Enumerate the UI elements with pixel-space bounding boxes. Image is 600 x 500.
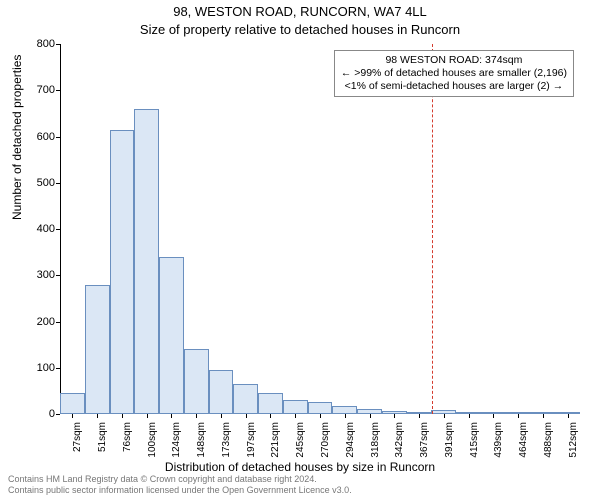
x-tick-label: 294sqm — [345, 422, 356, 462]
y-tick-mark — [56, 322, 60, 323]
chart-title-line2: Size of property relative to detached ho… — [0, 22, 600, 37]
x-tick-label: 197sqm — [246, 422, 257, 462]
histogram-bar — [283, 400, 308, 414]
x-tick-label: 318sqm — [370, 422, 381, 462]
y-tick-label: 0 — [25, 408, 55, 420]
x-tick-mark — [419, 414, 420, 418]
y-tick-mark — [56, 229, 60, 230]
histogram-bar — [233, 384, 258, 414]
y-tick-mark — [56, 414, 60, 415]
x-tick-mark — [147, 414, 148, 418]
x-tick-mark — [122, 414, 123, 418]
histogram-bar — [308, 402, 333, 414]
histogram-bar — [184, 349, 209, 414]
y-tick-mark — [56, 183, 60, 184]
x-tick-mark — [568, 414, 569, 418]
x-tick-label: 124sqm — [171, 422, 182, 462]
x-tick-label: 245sqm — [295, 422, 306, 462]
chart-title-line1: 98, WESTON ROAD, RUNCORN, WA7 4LL — [0, 4, 600, 19]
annotation-line: 98 WESTON ROAD: 374sqm — [341, 54, 567, 67]
x-tick-label: 221sqm — [270, 422, 281, 462]
x-tick-label: 27sqm — [72, 422, 83, 462]
property-marker-line — [432, 44, 433, 414]
y-tick-mark — [56, 137, 60, 138]
annotation-box: 98 WESTON ROAD: 374sqm← >99% of detached… — [334, 50, 574, 97]
footer-line1: Contains HM Land Registry data © Crown c… — [8, 474, 352, 485]
y-tick-mark — [56, 90, 60, 91]
x-tick-mark — [97, 414, 98, 418]
histogram-bar — [332, 406, 357, 414]
footer-attribution: Contains HM Land Registry data © Crown c… — [8, 474, 352, 496]
x-tick-mark — [394, 414, 395, 418]
histogram-bar — [258, 393, 283, 414]
x-tick-label: 391sqm — [444, 422, 455, 462]
x-tick-label: 173sqm — [221, 422, 232, 462]
y-tick-label: 600 — [25, 131, 55, 143]
x-axis-label: Distribution of detached houses by size … — [0, 460, 600, 474]
x-tick-mark — [221, 414, 222, 418]
y-tick-mark — [56, 368, 60, 369]
x-tick-mark — [295, 414, 296, 418]
x-tick-label: 439sqm — [493, 422, 504, 462]
x-tick-mark — [246, 414, 247, 418]
y-tick-label: 300 — [25, 269, 55, 281]
x-tick-label: 51sqm — [97, 422, 108, 462]
x-tick-mark — [493, 414, 494, 418]
x-tick-label: 270sqm — [320, 422, 331, 462]
x-tick-label: 464sqm — [518, 422, 529, 462]
histogram-bar — [134, 109, 159, 414]
y-tick-mark — [56, 44, 60, 45]
x-tick-mark — [72, 414, 73, 418]
x-tick-mark — [196, 414, 197, 418]
histogram-bar — [209, 370, 234, 414]
x-tick-mark — [270, 414, 271, 418]
y-tick-label: 800 — [25, 38, 55, 50]
y-tick-mark — [56, 275, 60, 276]
annotation-line: <1% of semi-detached houses are larger (… — [341, 80, 567, 93]
x-tick-mark — [518, 414, 519, 418]
footer-line2: Contains public sector information licen… — [8, 485, 352, 496]
histogram-bar — [60, 393, 85, 414]
y-tick-label: 400 — [25, 223, 55, 235]
x-tick-label: 415sqm — [469, 422, 480, 462]
x-tick-label: 512sqm — [568, 422, 579, 462]
histogram-bar — [110, 130, 135, 414]
x-tick-mark — [444, 414, 445, 418]
x-tick-label: 148sqm — [196, 422, 207, 462]
y-tick-label: 100 — [25, 362, 55, 374]
y-axis-label: Number of detached properties — [10, 55, 24, 220]
chart-plot-area: 010020030040050060070080027sqm51sqm76sqm… — [60, 44, 580, 414]
x-tick-mark — [469, 414, 470, 418]
y-tick-label: 200 — [25, 316, 55, 328]
histogram-bar — [159, 257, 184, 414]
y-tick-label: 500 — [25, 177, 55, 189]
x-tick-label: 76sqm — [122, 422, 133, 462]
x-tick-mark — [543, 414, 544, 418]
x-tick-label: 367sqm — [419, 422, 430, 462]
x-tick-label: 100sqm — [147, 422, 158, 462]
x-tick-mark — [171, 414, 172, 418]
x-tick-label: 342sqm — [394, 422, 405, 462]
y-tick-label: 700 — [25, 84, 55, 96]
histogram-bar — [85, 285, 110, 414]
y-axis-line — [60, 44, 61, 414]
x-tick-label: 488sqm — [543, 422, 554, 462]
annotation-line: ← >99% of detached houses are smaller (2… — [341, 67, 567, 80]
x-tick-mark — [320, 414, 321, 418]
x-tick-mark — [370, 414, 371, 418]
x-tick-mark — [345, 414, 346, 418]
